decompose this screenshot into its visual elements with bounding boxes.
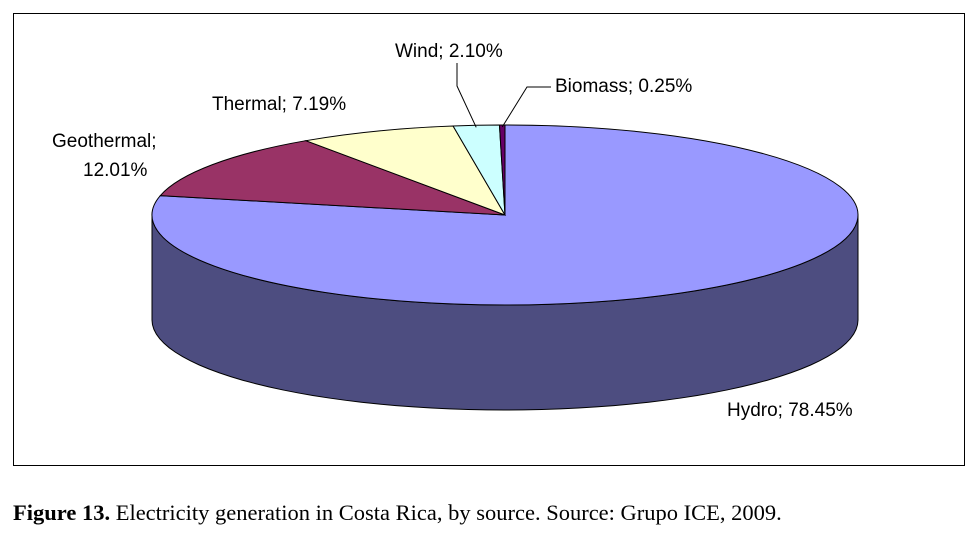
label-thermal: Thermal; 7.19% (212, 94, 346, 115)
pie-slice-thermal (303, 125, 507, 216)
pie-tops (151, 124, 859, 306)
label-wind: Wind; 2.10% (395, 41, 503, 62)
pie-leaders (456, 63, 551, 128)
figure-caption: Figure 13. Electricity generation in Cos… (13, 500, 968, 526)
label-geothermal-line2: 12.01% (83, 160, 148, 181)
label-geothermal-line1: Geothermal; (52, 131, 157, 152)
pie-slice-biomass (498, 124, 506, 216)
leader-line-wind (456, 63, 477, 128)
figure-number: Figure 13. (13, 500, 111, 525)
pie-slice-geothermal (159, 140, 506, 216)
pie-slice-hydro (151, 124, 859, 306)
label-biomass: Biomass; 0.25% (555, 76, 692, 97)
leader-line-biomass (501, 86, 551, 128)
label-hydro: Hydro; 78.45% (727, 400, 853, 421)
caption-text: Electricity generation in Costa Rica, by… (110, 500, 782, 525)
